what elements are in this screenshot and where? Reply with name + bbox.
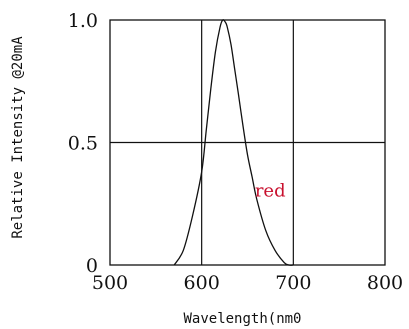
x-tick-label-800: 800 bbox=[367, 272, 403, 294]
x-tick-labels: 500 600 700 800 bbox=[92, 272, 403, 294]
y-tick-labels: 0 0.5 1.0 bbox=[68, 10, 98, 277]
y-tick-label-0.5: 0.5 bbox=[68, 133, 98, 155]
x-tick-label-500: 500 bbox=[92, 272, 128, 294]
y-tick-label-1.0: 1.0 bbox=[68, 10, 98, 32]
x-axis-label: Wavelength(nm0 bbox=[183, 311, 301, 327]
series-annotation: red bbox=[255, 180, 286, 201]
plot-frame bbox=[109, 19, 386, 266]
y-axis-label: Relative Intensity @20mA bbox=[10, 36, 26, 239]
grid-layer bbox=[110, 20, 385, 265]
x-tick-label-700: 700 bbox=[275, 272, 311, 294]
y-tick-label-0: 0 bbox=[86, 255, 98, 277]
x-tick-label-600: 600 bbox=[184, 272, 220, 294]
series-layer bbox=[173, 19, 294, 266]
series-line-0 bbox=[173, 19, 294, 266]
